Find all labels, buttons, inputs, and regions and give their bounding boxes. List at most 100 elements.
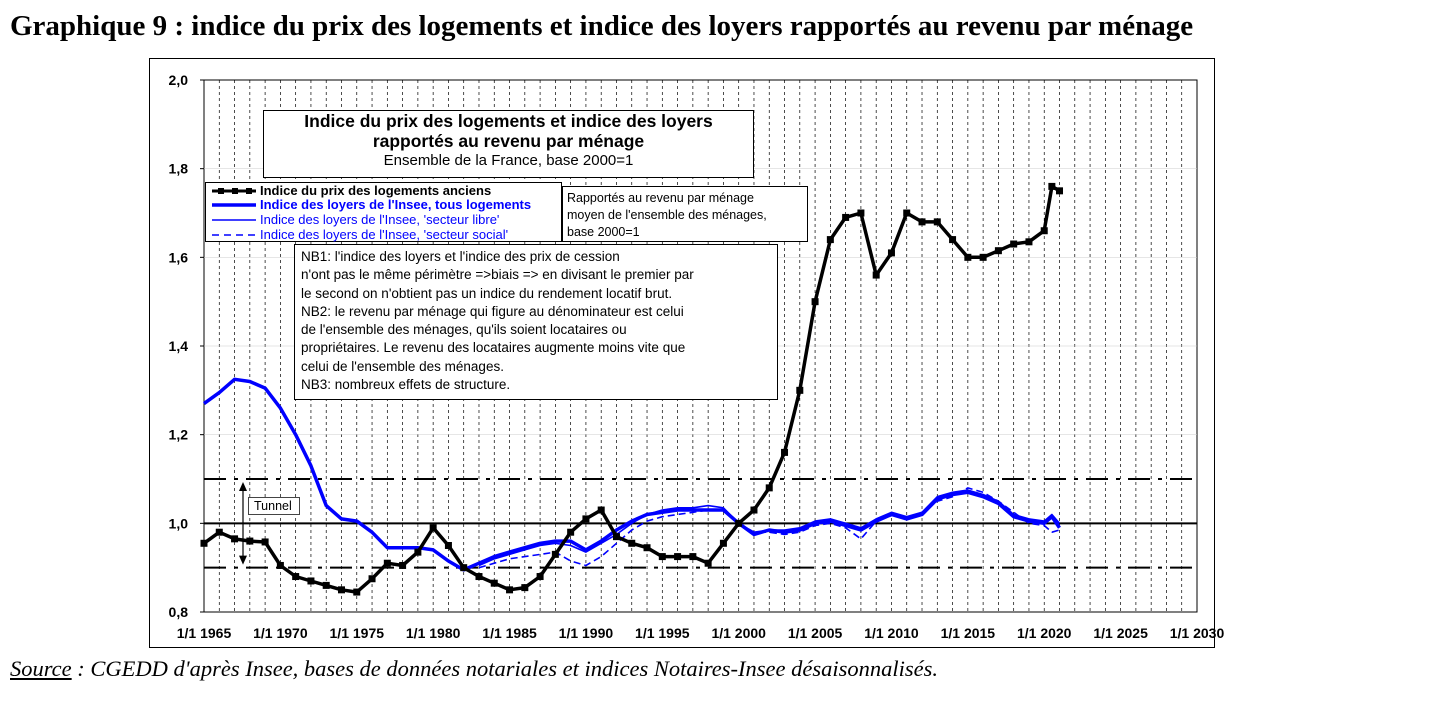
legend-swatch-loyers-libre [212,218,256,221]
tunnel-arrow-head [239,482,247,491]
y-tick-label: 1,0 [169,515,189,531]
data-point-prix [811,298,819,306]
data-point-prix [887,249,895,257]
data-point-prix [781,448,789,456]
note-nb-line: NB2: le revenu par ménage qui figure au … [301,303,684,319]
y-tick-label: 1,8 [169,161,189,177]
data-point-prix [414,548,422,556]
data-point-prix [475,573,483,581]
data-point-prix [1025,238,1033,246]
data-point-prix [383,559,391,567]
data-point-prix [536,573,544,581]
data-point-prix [643,544,651,552]
x-tick-label: 1/1 1975 [330,625,385,641]
legend-swatch-loyers-tous [212,202,256,207]
x-tick-label: 1/1 1970 [253,625,308,641]
data-point-prix [719,539,727,547]
data-point-prix [597,506,605,514]
x-tick-label: 1/1 1965 [177,625,232,641]
data-point-prix [949,236,957,244]
x-tick-label: 1/1 1990 [559,625,614,641]
data-point-prix [337,586,345,594]
data-point-prix [628,539,636,547]
x-tick-label: 1/1 1995 [635,625,690,641]
data-point-prix [261,538,269,546]
data-point-prix [842,213,850,221]
note-nb-line: le second on n'obtient pas un indice du … [301,285,673,301]
x-tick-label: 1/1 2005 [788,625,843,641]
chart-subtitle: Ensemble de la France, base 2000=1 [383,152,634,169]
legend-item-loyers-tous: Indice des loyers de l'Insee, tous logem… [212,197,531,212]
legend-label-prix: Indice du prix des logements anciens [260,183,492,198]
legend-swatch-prix [212,187,256,194]
data-point-prix [658,553,666,561]
data-point-prix [765,484,773,492]
data-point-prix [1040,227,1048,235]
source-label: Source [10,656,72,681]
note-nb-line: NB3: nombreux effets de structure. [301,377,511,393]
x-tick-label: 1/1 2000 [711,625,766,641]
note-rapportes: Rapportés au revenu par ménage moyen de … [562,186,808,242]
data-point-prix [551,550,559,558]
note-nb-line: n'ont pas le même périmètre =>biais => e… [301,267,694,283]
x-tick-label: 1/1 1985 [482,625,537,641]
data-point-prix [796,386,804,394]
data-point-prix [857,209,865,217]
data-point-prix [429,524,437,532]
legend-label-loyers-libre: Indice des loyers de l'Insee, 'secteur l… [260,212,500,227]
data-point-prix [506,586,514,594]
note-rapportes-line: Rapportés au revenu par ménage [567,191,754,205]
data-point-prix [276,561,284,569]
source-text: : CGEDD d'après Insee, bases de données … [71,656,939,681]
legend-swatch-loyers-social [212,233,256,236]
legend-label-loyers-social: Indice des loyers de l'Insee, 'secteur s… [260,227,509,242]
data-point-prix [567,528,575,536]
data-point-prix [322,581,330,589]
data-point-prix [231,535,239,543]
data-point-prix [674,553,682,561]
data-point-prix [521,584,529,592]
note-nb-line: NB1: l'indice des loyers et l'indice des… [301,249,620,264]
note-nb: NB1: l'indice des loyers et l'indice des… [294,244,778,400]
data-point-prix [735,519,743,527]
note-rapportes-line: base 2000=1 [567,225,640,239]
data-point-prix [903,209,911,217]
data-point-prix [200,539,208,547]
data-point-prix [704,559,712,567]
data-point-prix [399,561,407,569]
y-tick-label: 1,2 [169,427,189,443]
data-point-prix [750,506,758,514]
data-point-prix [994,247,1002,255]
y-tick-label: 1,6 [169,249,189,265]
data-point-prix [826,236,834,244]
data-point-prix [1010,240,1018,248]
data-point-prix [307,577,315,585]
source-note: Source : CGEDD d'après Insee, bases de d… [10,656,938,682]
data-point-prix [1056,187,1064,195]
series-loyers-tous [202,377,1061,572]
x-tick-label: 1/1 2025 [1093,625,1148,641]
data-point-prix [460,564,468,572]
data-point-prix [933,218,941,226]
x-tick-label: 1/1 2015 [941,625,996,641]
legend-label-loyers-tous: Indice des loyers de l'Insee, tous logem… [260,197,532,212]
chart-title-box: Indice du prix des logements et indice d… [263,110,754,178]
y-tick-label: 2,0 [169,72,189,88]
x-tick-label: 1/1 2010 [864,625,919,641]
data-point-prix [292,573,300,581]
x-tick-label: 1/1 1980 [406,625,461,641]
chart-frame [149,58,1215,648]
tunnel-label: Tunnel [248,497,300,515]
data-point-prix [1048,182,1056,190]
y-tick-label: 1,4 [169,338,189,354]
chart-legend: Indice du prix des logements anciens Ind… [205,182,562,242]
figure-heading: Graphique 9 : indice du prix des logemen… [10,10,1194,42]
chart-title: Indice du prix des logements et indice d… [304,111,713,151]
legend-item-loyers-social: Indice des loyers de l'Insee, 'secteur s… [212,227,508,242]
series-loyers-social [478,487,1060,569]
data-point-prix [353,588,361,596]
data-point-prix [612,533,620,541]
data-point-prix [582,515,590,523]
note-nb-line: propriétaires. Le revenu des locataires … [301,340,686,356]
y-tick-label: 0,8 [169,604,189,620]
